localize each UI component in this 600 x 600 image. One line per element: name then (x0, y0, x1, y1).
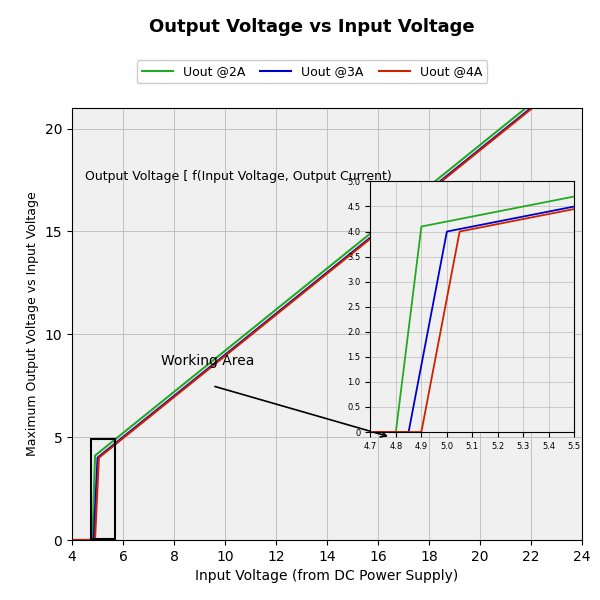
Uout @4A (161, 401, 168, 408)
Uout @3A (374, 228, 382, 235)
Line: Uout @4A: Uout @4A (72, 68, 582, 540)
Uout @3A (578, 63, 586, 70)
Uout @3A (400, 207, 407, 214)
X-axis label: Input Voltage (from DC Power Supply): Input Voltage (from DC Power Supply) (196, 569, 458, 583)
Text: Working Area: Working Area (161, 354, 254, 368)
Uout @4A (578, 64, 586, 71)
Uout @4A (449, 169, 456, 176)
Text: Output Voltage [ f(Input Voltage, Output Current): Output Voltage [ f(Input Voltage, Output… (85, 170, 392, 183)
Uout @4A (374, 229, 382, 236)
Y-axis label: Maximum Output Voltage vs Input Voltage: Maximum Output Voltage vs Input Voltage (26, 191, 39, 457)
Text: Output Voltage vs Input Voltage: Output Voltage vs Input Voltage (149, 18, 475, 36)
Uout @4A (488, 137, 495, 145)
Uout @2A (400, 203, 407, 210)
Uout @3A (161, 400, 168, 407)
Uout @2A (578, 59, 586, 67)
Uout @3A (488, 136, 495, 143)
Uout @2A (374, 224, 382, 231)
Uout @3A (263, 317, 271, 325)
Uout @2A (263, 313, 271, 320)
Uout @4A (400, 208, 407, 215)
Uout @3A (68, 536, 76, 544)
Uout @4A (68, 536, 76, 544)
Uout @2A (449, 164, 456, 171)
Uout @2A (161, 396, 168, 403)
Uout @3A (449, 167, 456, 175)
Line: Uout @2A: Uout @2A (72, 63, 582, 540)
Legend: Uout @2A, Uout @3A, Uout @4A: Uout @2A, Uout @3A, Uout @4A (137, 60, 487, 83)
Bar (91, 439, 115, 539)
Line: Uout @3A: Uout @3A (72, 67, 582, 540)
Uout @2A (488, 133, 495, 140)
Uout @4A (263, 319, 271, 326)
Uout @2A (68, 536, 76, 544)
